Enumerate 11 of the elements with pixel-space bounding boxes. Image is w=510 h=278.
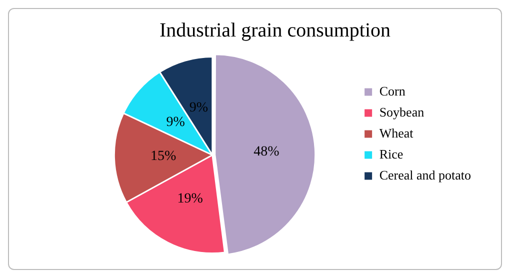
- data-label: 9%: [166, 115, 186, 130]
- legend-label: Cereal and potato: [379, 167, 471, 182]
- legend-label: Corn: [379, 83, 406, 98]
- legend-label: Rice: [379, 146, 404, 162]
- data-label: 48%: [254, 144, 280, 160]
- data-label: 9%: [189, 100, 208, 116]
- data-label: 15%: [150, 149, 176, 164]
- legend-label: Wheat: [379, 125, 414, 140]
- chart-title: Industrial grain consumption: [159, 19, 391, 42]
- legend-label: Soybean: [379, 104, 425, 120]
- data-label: 19%: [177, 191, 204, 206]
